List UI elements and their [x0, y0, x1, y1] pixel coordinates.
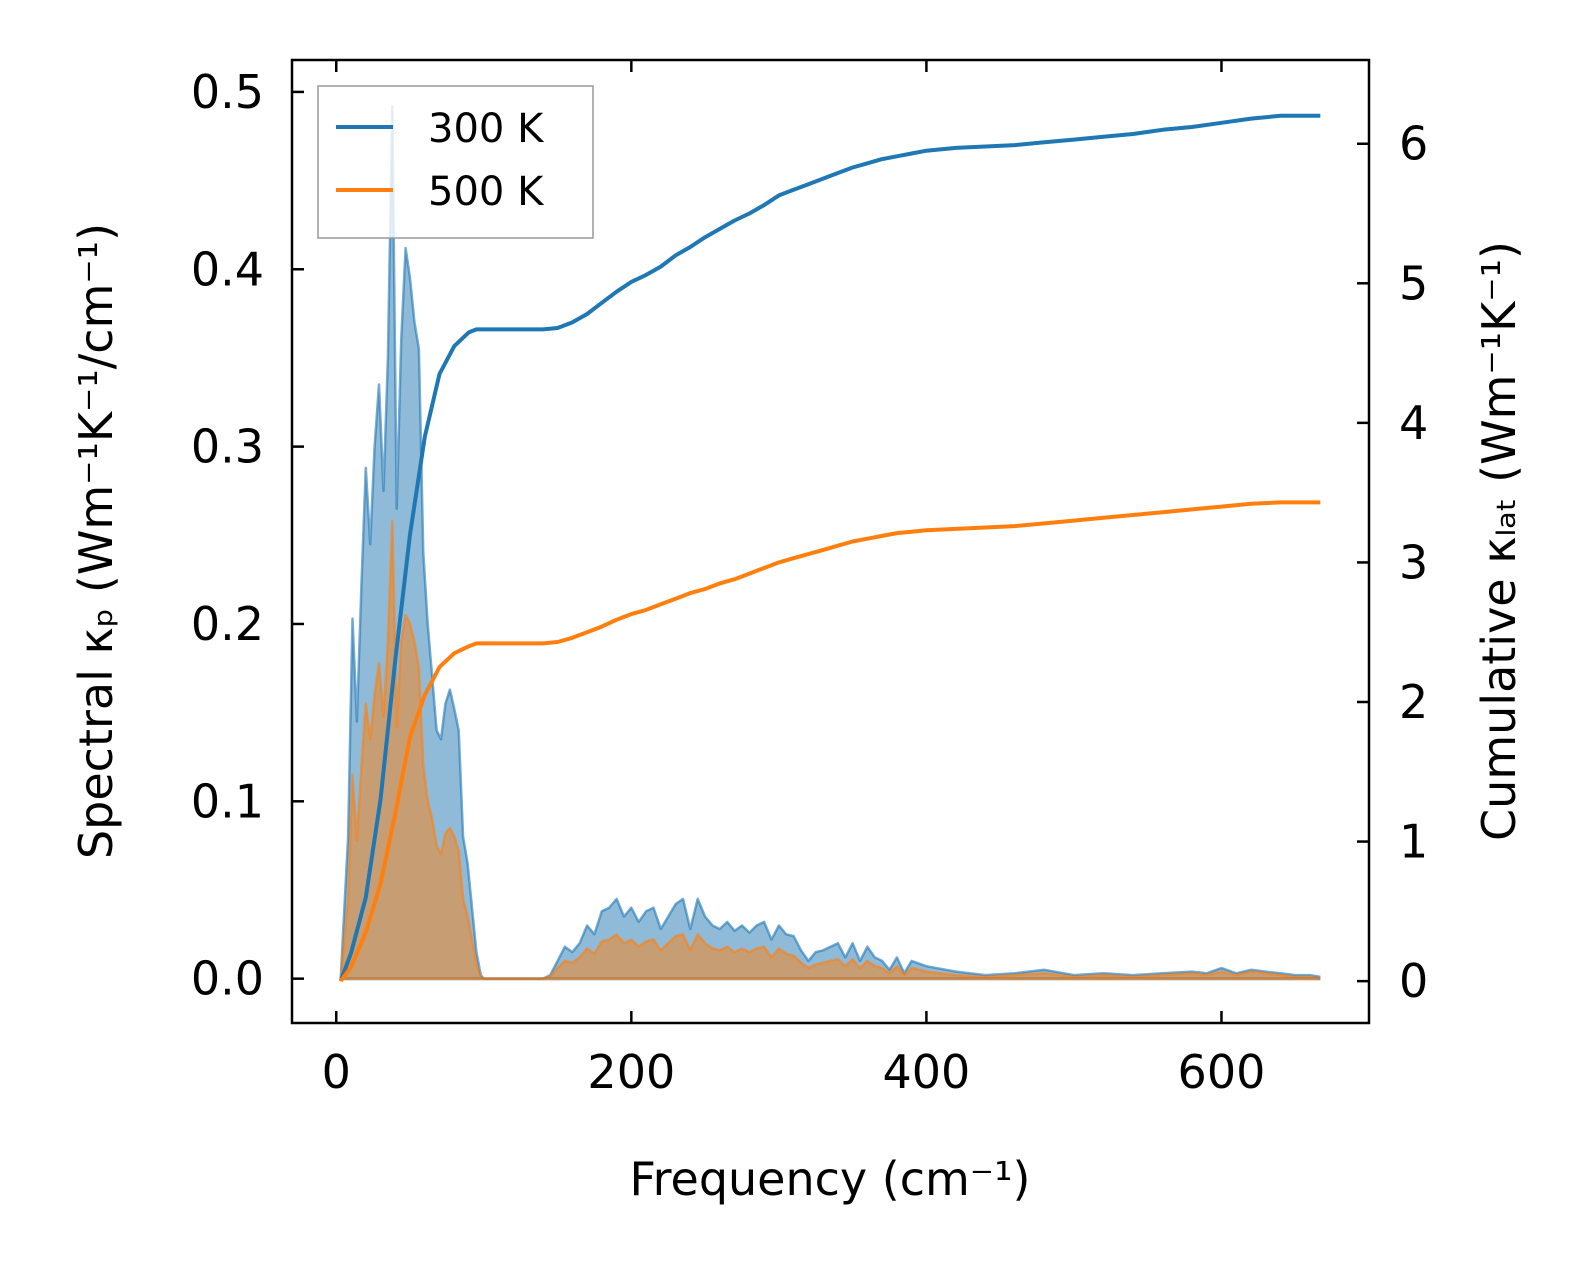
cumulative-line-500k — [339, 500, 1321, 983]
right-tick-label-5: 5 — [1399, 256, 1428, 310]
left-axis-ticks: 0.0 0.1 0.2 0.3 0.4 0.5 — [191, 65, 304, 1006]
spectral-area-500k — [340, 521, 1321, 979]
legend-label-500k: 500 K — [428, 169, 545, 215]
right-tick-label-0: 0 — [1399, 954, 1428, 1008]
spectral-outline-500k — [339, 519, 1321, 980]
right-tick-label-4: 4 — [1399, 396, 1428, 450]
left-tick-label-0.0: 0.0 — [191, 952, 264, 1006]
left-tick-label-0.4: 0.4 — [191, 242, 264, 296]
cumulative-lines — [338, 113, 1321, 983]
x-tick-label-200: 200 — [587, 1045, 675, 1099]
legend: 300 K 500 K — [317, 85, 594, 239]
right-tick-label-1: 1 — [1399, 815, 1428, 869]
left-tick-label-0.1: 0.1 — [191, 774, 264, 828]
left-tick-label-0.2: 0.2 — [191, 597, 264, 651]
left-axis-label: Spectral κₚ (Wm⁻¹K⁻¹/cm⁻¹) — [69, 223, 123, 859]
x-tick-label-600: 600 — [1178, 1045, 1266, 1099]
right-axis-ticks: 0 1 2 3 4 5 6 — [1357, 117, 1428, 1008]
legend-box — [317, 85, 594, 239]
x-axis-ticks: 0 200 400 600 — [322, 60, 1266, 1099]
legend-label-300k: 300 K — [428, 106, 545, 152]
right-axis-label: Cumulative κₗₐₜ (Wm⁻¹K⁻¹) — [1472, 241, 1526, 841]
x-axis-label: Frequency (cm⁻¹) — [630, 1152, 1031, 1206]
right-tick-label-3: 3 — [1399, 535, 1428, 589]
cumulative-line-300k — [338, 113, 1321, 982]
left-tick-label-0.5: 0.5 — [191, 65, 264, 119]
x-tick-label-400: 400 — [882, 1045, 970, 1099]
right-tick-label-6: 6 — [1399, 117, 1428, 171]
plot-frame — [290, 58, 1371, 1025]
right-tick-label-2: 2 — [1399, 675, 1428, 729]
x-tick-label-0: 0 — [322, 1045, 351, 1099]
left-tick-label-0.3: 0.3 — [191, 420, 264, 474]
